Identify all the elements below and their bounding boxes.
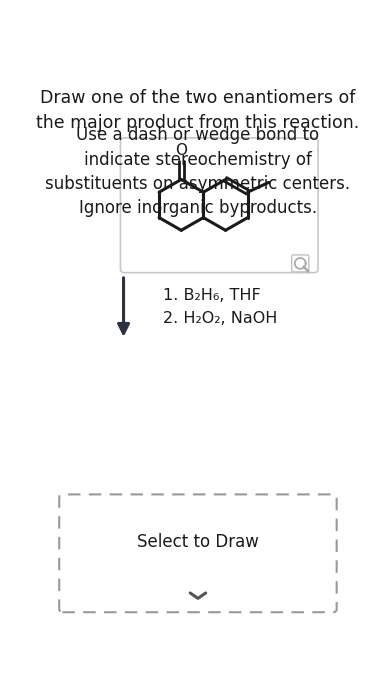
Text: 1. B₂H₆, THF: 1. B₂H₆, THF <box>163 288 261 303</box>
Text: O: O <box>175 143 187 158</box>
FancyBboxPatch shape <box>292 255 309 272</box>
FancyBboxPatch shape <box>59 494 337 612</box>
Text: 2. H₂O₂, NaOH: 2. H₂O₂, NaOH <box>163 312 277 326</box>
Text: Use a dash or wedge bond to
indicate stereochemistry of
substituents on asymmetr: Use a dash or wedge bond to indicate ste… <box>45 126 351 217</box>
Text: Draw one of the two enantiomers of
the major product from this reaction.: Draw one of the two enantiomers of the m… <box>36 90 360 132</box>
Text: Select to Draw: Select to Draw <box>137 533 259 551</box>
FancyBboxPatch shape <box>120 138 318 272</box>
